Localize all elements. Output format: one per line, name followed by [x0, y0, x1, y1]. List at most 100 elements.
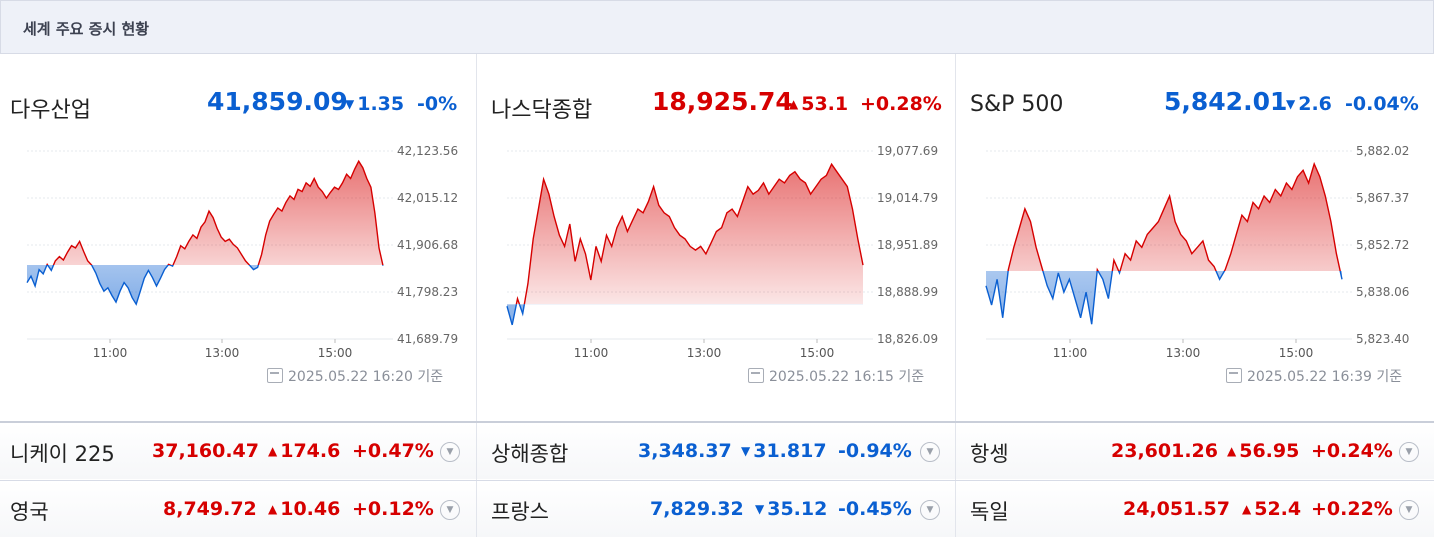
x-tick-label: 11:00 [93, 346, 128, 360]
market-item-france[interactable]: 프랑스 7,829.32 ▼ 35.12 -0.45% ▼ [476, 481, 955, 537]
up-arrow-icon: ▲ [1227, 444, 1237, 458]
market-percent: +0.12% [352, 498, 434, 520]
up-arrow-icon: ▲ [789, 97, 799, 111]
market-item-germany[interactable]: 독일 24,051.57 ▲ 52.4 +0.22% ▼ [955, 481, 1434, 537]
market-change: ▲ 10.46 [268, 498, 341, 520]
index-percent: +0.28% [860, 93, 942, 115]
y-tick-label: 5,852.72 [1356, 238, 1409, 252]
index-chart: 42,123.56 42,015.12 41,906.68 41,798.23 41,6… [26, 144, 458, 360]
market-change: ▲ 56.95 [1227, 440, 1300, 462]
index-name: 다우산업 [10, 98, 91, 123]
index-panel-nasdaq[interactable]: 나스닥종합 18,925.74 ▲ 53.1 +0.28% 19,077.69 19… [476, 54, 955, 421]
series-line-up [46, 159, 384, 266]
section-header: 세계 주요 증시 현황 [0, 0, 1434, 54]
basis-time: 2025.05.22 16:39 기준 [1226, 366, 1402, 386]
up-arrow-icon: ▲ [268, 444, 278, 458]
index-name: S&P 500 [970, 92, 1064, 117]
y-tick-label: 18,826.09 [877, 332, 938, 346]
x-tick-label: 13:00 [1166, 346, 1201, 360]
index-panel-sp500[interactable]: S&P 500 5,842.01 ▼ 2.6 -0.04% 5,882.02 5,8… [955, 54, 1434, 421]
market-percent: +0.24% [1311, 440, 1393, 462]
market-row: 영국 8,749.72 ▲ 10.46 +0.12% ▼ 프랑스 7,829.32… [0, 480, 1434, 537]
market-change: ▲ 174.6 [268, 440, 341, 462]
y-tick-label: 19,014.79 [877, 191, 938, 205]
chevron-down-icon[interactable]: ▼ [1399, 442, 1419, 462]
market-change: ▲ 52.4 [1242, 498, 1302, 520]
index-panel-dow[interactable]: 다우산업 41,859.09 ▼ 1.35 -0% 42,123.56 42,015… [0, 54, 476, 421]
x-tick-label: 13:00 [687, 346, 722, 360]
chevron-down-icon[interactable]: ▼ [920, 500, 940, 520]
index-change: ▲ 53.1 [789, 93, 849, 115]
up-arrow-icon: ▲ [1242, 502, 1252, 516]
down-arrow-icon: ▼ [345, 97, 355, 111]
index-value: 5,842.01 [1164, 87, 1288, 116]
basis-time: 2025.05.22 16:20 기준 [267, 366, 443, 386]
market-value: 8,749.72 [163, 498, 257, 520]
y-tick-label: 42,015.12 [397, 191, 458, 205]
y-tick-label: 19,077.69 [877, 144, 938, 158]
market-item-nikkei[interactable]: 니케이 225 37,160.47 ▲ 174.6 +0.47% ▼ [0, 423, 476, 481]
area-below-baseline [986, 270, 1342, 325]
chevron-down-icon[interactable]: ▼ [1399, 500, 1419, 520]
index-value: 41,859.09 [207, 87, 348, 116]
y-tick-label: 42,123.56 [397, 144, 458, 158]
calendar-refresh-icon [748, 368, 764, 383]
index-chart: 5,882.02 5,867.37 5,852.72 5,838.06 5,823.40… [985, 144, 1409, 360]
x-tick-label: 13:00 [205, 346, 240, 360]
series-line-up [1007, 161, 1341, 271]
market-change: ▼ 35.12 [755, 498, 828, 520]
index-percent: -0.04% [1345, 93, 1419, 115]
chevron-down-icon[interactable]: ▼ [920, 442, 940, 462]
y-tick-label: 41,798.23 [397, 285, 458, 299]
market-percent: -0.45% [838, 498, 912, 520]
y-tick-label: 5,823.40 [1356, 332, 1409, 346]
y-tick-label: 18,888.99 [877, 285, 938, 299]
market-name: 상해종합 [491, 442, 569, 466]
chevron-down-icon[interactable]: ▼ [440, 500, 460, 520]
calendar-refresh-icon [1226, 368, 1242, 383]
index-change: ▼ 2.6 [1286, 93, 1332, 115]
market-value: 37,160.47 [152, 440, 259, 462]
y-tick-label: 41,906.68 [397, 238, 458, 252]
market-name: 니케이 225 [10, 442, 115, 466]
chevron-down-icon[interactable]: ▼ [440, 442, 460, 462]
area-below-baseline [27, 265, 383, 305]
x-tick-label: 15:00 [318, 346, 353, 360]
index-chart: 19,077.69 19,014.79 18,951.89 18,888.99 18,8… [506, 144, 938, 360]
market-row: 니케이 225 37,160.47 ▲ 174.6 +0.47% ▼ 상해종합 3… [0, 421, 1434, 481]
index-change: ▼ 1.35 [345, 93, 405, 115]
market-change: ▼ 31.817 [741, 440, 827, 462]
market-name: 프랑스 [491, 500, 549, 524]
market-item-hangseng[interactable]: 항셍 23,601.26 ▲ 56.95 +0.24% ▼ [955, 423, 1434, 481]
market-name: 영국 [10, 500, 49, 524]
y-tick-label: 41,689.79 [397, 332, 458, 346]
market-value: 24,051.57 [1123, 498, 1230, 520]
index-name: 나스닥종합 [491, 98, 593, 123]
market-value: 3,348.37 [638, 440, 732, 462]
area-above-baseline [986, 163, 1342, 271]
market-value: 23,601.26 [1111, 440, 1218, 462]
market-item-uk[interactable]: 영국 8,749.72 ▲ 10.46 +0.12% ▼ [0, 481, 476, 537]
x-tick-label: 15:00 [1279, 346, 1314, 360]
area-above-baseline [46, 161, 383, 266]
down-arrow-icon: ▼ [755, 502, 765, 516]
market-name: 항셍 [970, 442, 1009, 466]
down-arrow-icon: ▼ [1286, 97, 1296, 111]
market-value: 7,829.32 [650, 498, 744, 520]
y-tick-label: 5,882.02 [1356, 144, 1409, 158]
series-line-down [985, 270, 1343, 325]
area-above-baseline [507, 164, 863, 305]
market-name: 독일 [970, 500, 1009, 524]
market-percent: -0.94% [838, 440, 912, 462]
x-tick-label: 11:00 [574, 346, 609, 360]
index-percent: -0% [417, 93, 458, 115]
index-value: 18,925.74 [652, 87, 793, 116]
down-arrow-icon: ▼ [741, 444, 751, 458]
y-tick-label: 18,951.89 [877, 238, 938, 252]
up-arrow-icon: ▲ [268, 502, 278, 516]
section-title: 세계 주요 증시 현황 [23, 20, 150, 38]
y-tick-label: 5,867.37 [1356, 191, 1409, 205]
x-tick-label: 11:00 [1053, 346, 1088, 360]
x-tick-label: 15:00 [800, 346, 835, 360]
market-item-shanghai[interactable]: 상해종합 3,348.37 ▼ 31.817 -0.94% ▼ [476, 423, 955, 481]
